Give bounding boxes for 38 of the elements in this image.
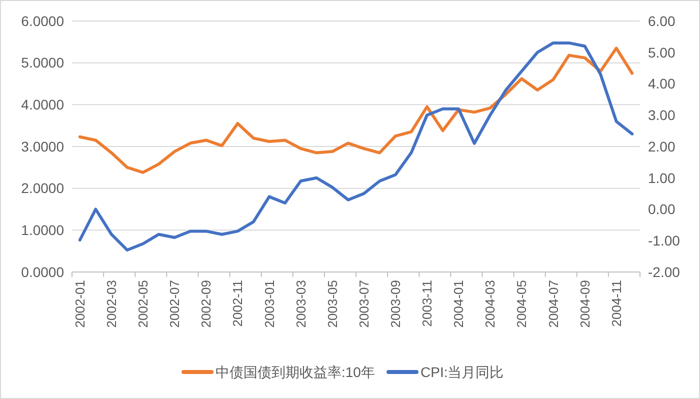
x-tick-label: 2003-07 (356, 280, 372, 328)
x-tick-label: 2004-01 (451, 280, 466, 328)
x-tick-label: 2004-07 (546, 280, 561, 328)
y-tick-label: 4.0000 (21, 96, 64, 113)
line-series (78, 46, 634, 174)
x-tick-label: 2004-11 (608, 280, 624, 327)
x-tick-label: 2004-03 (482, 280, 498, 328)
y-tick-label: 3.0000 (21, 138, 64, 154)
x-tick-label: 2002-11 (230, 280, 246, 327)
y-tick-label: 1.0000 (21, 222, 64, 238)
x-tick-label: 2003-09 (388, 280, 403, 328)
x-tick-label: 2003-11 (420, 280, 435, 327)
x-tick-label: 2004-09 (577, 280, 592, 328)
legend-label: 中债国债到期收益率:10年 (216, 364, 375, 380)
y-tick-label: 2.0000 (21, 180, 64, 196)
x-tick-label: 2002-09 (198, 280, 214, 328)
y-tick-label: 5.0000 (21, 54, 64, 71)
y2-tick-label: -2.00 (648, 264, 680, 280)
x-tick-label: 2002-01 (72, 280, 88, 328)
x-tick-label: 2003-05 (324, 280, 340, 328)
y-tick-label: 0.0000 (21, 264, 64, 280)
y2-tick-label: 3.00 (648, 107, 676, 124)
y2-tick-label: 0.00 (648, 201, 676, 218)
y2-tick-label: -1.00 (648, 232, 680, 249)
legend-label: CPI:当月同比 (420, 364, 504, 380)
y2-tick-label: 1.00 (648, 170, 676, 186)
x-tick-label: 2003-03 (293, 280, 308, 328)
line-series (78, 41, 634, 252)
y-tick-label: 6.0000 (21, 12, 64, 29)
x-tick-label: 2002-03 (104, 280, 119, 328)
y2-tick-label: 4.00 (648, 76, 676, 92)
y2-tick-label: 2.00 (648, 138, 676, 154)
x-tick-label: 2003-01 (262, 280, 277, 328)
x-tick-label: 2004-05 (514, 280, 530, 328)
y2-tick-label: 6.00 (648, 12, 676, 29)
x-tick-label: 2002-05 (136, 280, 151, 328)
x-tick-label: 2002-07 (167, 280, 182, 328)
y2-tick-label: 5.00 (648, 44, 676, 60)
